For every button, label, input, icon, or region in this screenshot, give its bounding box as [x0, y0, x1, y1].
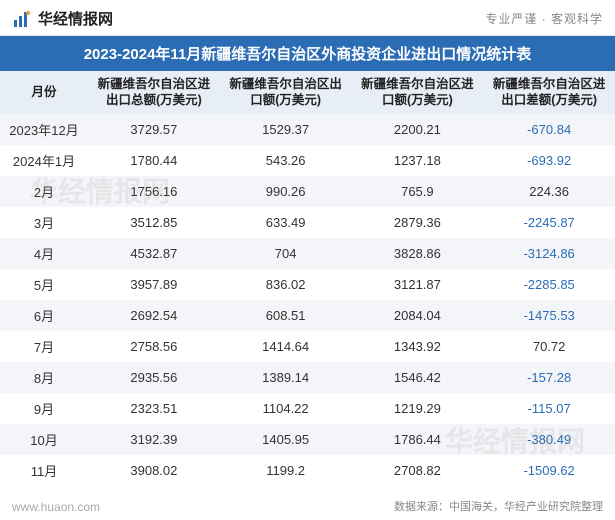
table-cell: 2200.21	[352, 114, 484, 145]
table-row: 5月3957.89836.023121.87-2285.85	[0, 269, 615, 300]
table-cell: 70.72	[483, 331, 615, 362]
table-container: 月份 新疆维吾尔自治区进出口总额(万美元) 新疆维吾尔自治区出口额(万美元) 新…	[0, 71, 615, 486]
table-cell: 6月	[0, 300, 88, 331]
page-header: 华经情报网 专业严谨 · 客观科学	[0, 0, 615, 36]
table-row: 2月1756.16990.26765.9224.36	[0, 176, 615, 207]
table-cell: 1546.42	[352, 362, 484, 393]
table-cell: 1343.92	[352, 331, 484, 362]
table-cell: 4月	[0, 238, 88, 269]
table-cell: 224.36	[483, 176, 615, 207]
table-cell: 1786.44	[352, 424, 484, 455]
table-cell: -2285.85	[483, 269, 615, 300]
table-title: 2023-2024年11月新疆维吾尔自治区外商投资企业进出口情况统计表	[0, 36, 615, 71]
table-cell: 1199.2	[220, 455, 352, 486]
table-cell: 2708.82	[352, 455, 484, 486]
table-row: 2024年1月1780.44543.261237.18-693.92	[0, 145, 615, 176]
table-cell: 2879.36	[352, 207, 484, 238]
table-cell: 1389.14	[220, 362, 352, 393]
table-row: 9月2323.511104.221219.29-115.07	[0, 393, 615, 424]
header-row: 月份 新疆维吾尔自治区进出口总额(万美元) 新疆维吾尔自治区出口额(万美元) 新…	[0, 71, 615, 114]
table-cell: 9月	[0, 393, 88, 424]
table-row: 3月3512.85633.492879.36-2245.87	[0, 207, 615, 238]
table-cell: -157.28	[483, 362, 615, 393]
table-cell: 704	[220, 238, 352, 269]
table-cell: -380.49	[483, 424, 615, 455]
logo-icon	[12, 9, 32, 29]
table-cell: 836.02	[220, 269, 352, 300]
table-cell: 1219.29	[352, 393, 484, 424]
data-table: 月份 新疆维吾尔自治区进出口总额(万美元) 新疆维吾尔自治区出口额(万美元) 新…	[0, 71, 615, 486]
table-cell: 633.49	[220, 207, 352, 238]
table-cell: 5月	[0, 269, 88, 300]
table-cell: 2692.54	[88, 300, 220, 331]
table-cell: 1405.95	[220, 424, 352, 455]
table-cell: 2935.56	[88, 362, 220, 393]
col-header: 新疆维吾尔自治区进出口总额(万美元)	[88, 71, 220, 114]
table-row: 8月2935.561389.141546.42-157.28	[0, 362, 615, 393]
table-cell: -1475.53	[483, 300, 615, 331]
table-row: 7月2758.561414.641343.9270.72	[0, 331, 615, 362]
table-cell: 3957.89	[88, 269, 220, 300]
table-cell: 3192.39	[88, 424, 220, 455]
table-cell: 1529.37	[220, 114, 352, 145]
table-cell: 8月	[0, 362, 88, 393]
col-header: 新疆维吾尔自治区进口额(万美元)	[352, 71, 484, 114]
table-row: 10月3192.391405.951786.44-380.49	[0, 424, 615, 455]
table-cell: 1237.18	[352, 145, 484, 176]
col-header: 月份	[0, 71, 88, 114]
col-header: 新疆维吾尔自治区进出口差额(万美元)	[483, 71, 615, 114]
table-cell: 10月	[0, 424, 88, 455]
table-cell: 3512.85	[88, 207, 220, 238]
table-cell: 1780.44	[88, 145, 220, 176]
table-cell: -1509.62	[483, 455, 615, 486]
table-row: 6月2692.54608.512084.04-1475.53	[0, 300, 615, 331]
table-row: 2023年12月3729.571529.372200.21-670.84	[0, 114, 615, 145]
table-cell: 3908.02	[88, 455, 220, 486]
table-cell: -3124.86	[483, 238, 615, 269]
table-row: 11月3908.021199.22708.82-1509.62	[0, 455, 615, 486]
table-cell: 2084.04	[352, 300, 484, 331]
table-cell: 3121.87	[352, 269, 484, 300]
table-cell: 4532.87	[88, 238, 220, 269]
table-cell: 1414.64	[220, 331, 352, 362]
table-cell: 2323.51	[88, 393, 220, 424]
table-cell: -693.92	[483, 145, 615, 176]
table-cell: 2758.56	[88, 331, 220, 362]
table-cell: 2月	[0, 176, 88, 207]
col-header: 新疆维吾尔自治区出口额(万美元)	[220, 71, 352, 114]
table-cell: 765.9	[352, 176, 484, 207]
table-cell: 1104.22	[220, 393, 352, 424]
table-cell: -670.84	[483, 114, 615, 145]
table-cell: 543.26	[220, 145, 352, 176]
table-cell: 2023年12月	[0, 114, 88, 145]
brand-name: 华经情报网	[38, 8, 113, 29]
table-cell: 3月	[0, 207, 88, 238]
table-cell: 7月	[0, 331, 88, 362]
table-cell: 3729.57	[88, 114, 220, 145]
table-cell: 990.26	[220, 176, 352, 207]
table-cell: 11月	[0, 455, 88, 486]
table-cell: -2245.87	[483, 207, 615, 238]
table-cell: 2024年1月	[0, 145, 88, 176]
footer-source: 数据来源：中国海关，华经产业研究院整理	[394, 498, 603, 514]
table-cell: 3828.86	[352, 238, 484, 269]
table-cell: 1756.16	[88, 176, 220, 207]
table-row: 4月4532.877043828.86-3124.86	[0, 238, 615, 269]
footer-site: www.huaon.com	[12, 500, 100, 514]
table-cell: 608.51	[220, 300, 352, 331]
brand-block: 华经情报网	[12, 8, 113, 29]
table-cell: -115.07	[483, 393, 615, 424]
tagline: 专业严谨 · 客观科学	[485, 10, 603, 27]
